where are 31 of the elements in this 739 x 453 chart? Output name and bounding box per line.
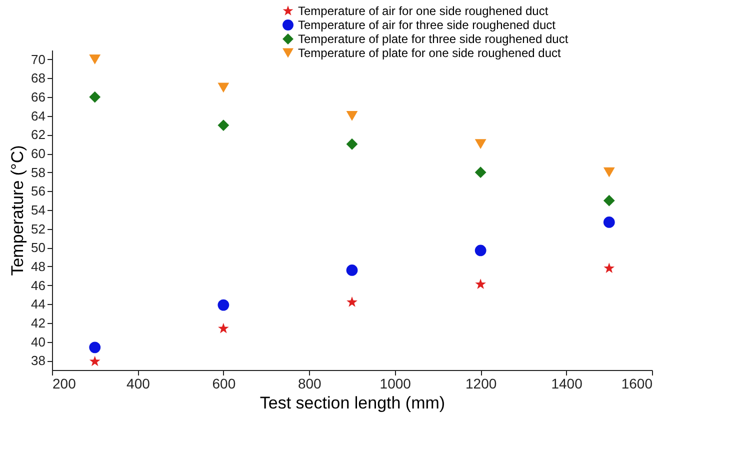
x-tick-label: 1600: [621, 376, 653, 392]
y-tick-label: 50: [31, 240, 46, 256]
y-tick-label: 38: [31, 353, 46, 368]
y-tick-label: 66: [31, 90, 46, 105]
x-tick-label: 1400: [551, 376, 583, 392]
y-tick-label: 58: [31, 164, 46, 180]
x-axis-title: Test section length (mm): [260, 394, 446, 412]
y-tick-label: 46: [31, 278, 46, 293]
x-tick-label: 600: [212, 376, 236, 392]
x-tick-label: 200: [52, 376, 76, 392]
y-tick-label: 60: [31, 146, 46, 162]
x-tick-label: 1200: [465, 376, 497, 392]
y-tick-label: 52: [31, 221, 46, 236]
legend-label: Temperature of plate for one side roughened duct: [298, 46, 562, 60]
y-tick-label: 56: [31, 184, 46, 199]
y-tick-label: 44: [31, 296, 46, 312]
x-tick-label: 800: [298, 376, 322, 392]
y-tick-label: 40: [31, 334, 46, 350]
y-tick-label: 48: [31, 258, 46, 274]
y-tick-label: 68: [31, 70, 46, 86]
y-tick-label: 54: [31, 202, 46, 218]
y-tick-label: 62: [31, 127, 46, 142]
legend-label: Temperature of plate for three side roughened duct: [298, 32, 569, 46]
y-tick-label: 64: [31, 108, 46, 124]
y-axis-title: Temperature (°C): [8, 145, 28, 276]
x-tick-label: 1000: [380, 376, 412, 392]
y-tick-label: 70: [31, 52, 46, 67]
legend-label: Temperature of air for three side roughened duct: [298, 18, 556, 32]
y-tick-label: 42: [31, 315, 46, 330]
x-tick-label: 400: [126, 376, 150, 392]
legend-label: Temperature of air for one side roughened duct: [298, 4, 549, 18]
